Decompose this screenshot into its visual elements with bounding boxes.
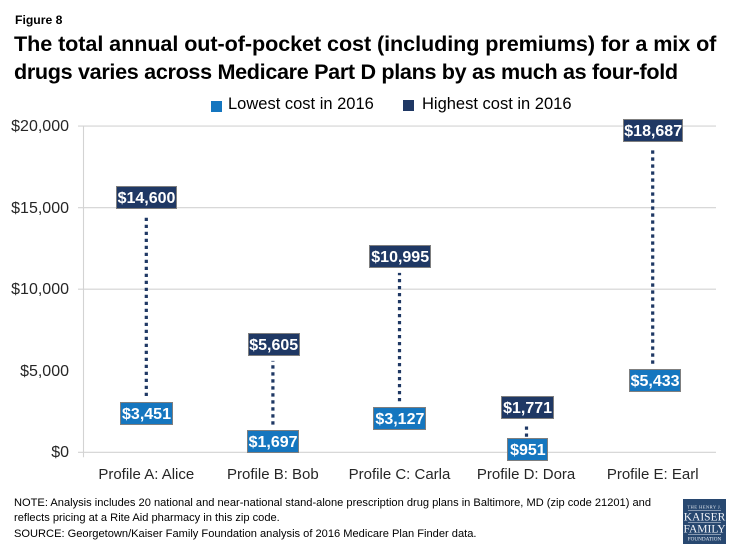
svg-text:KAISER: KAISER: [684, 512, 726, 524]
svg-text:FOUNDATION: FOUNDATION: [688, 537, 722, 543]
svg-text:THE HENRY J.: THE HENRY J.: [687, 505, 721, 510]
svg-text:FAMILY: FAMILY: [683, 524, 726, 536]
